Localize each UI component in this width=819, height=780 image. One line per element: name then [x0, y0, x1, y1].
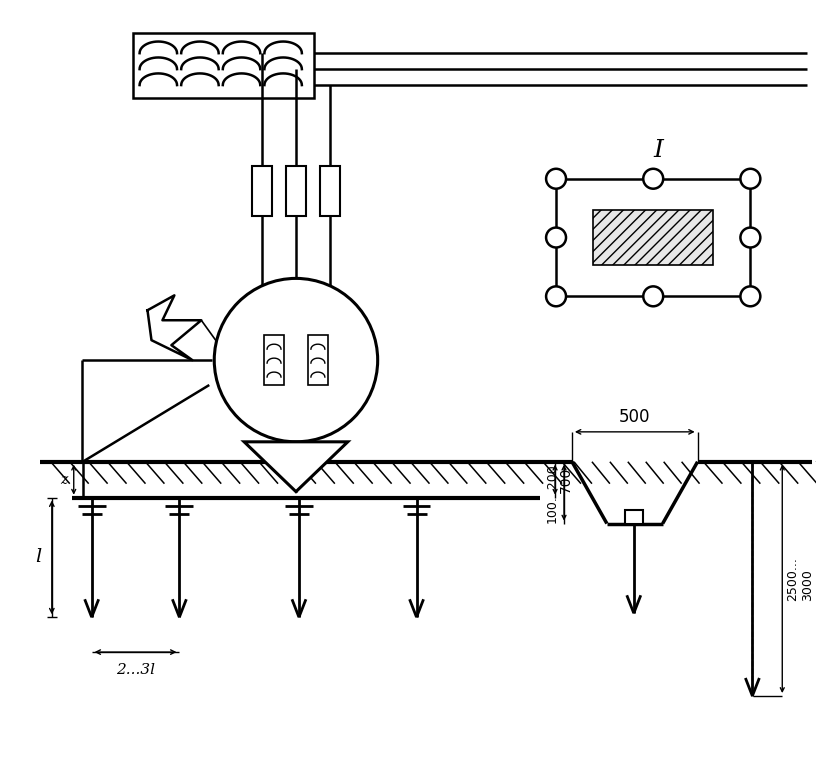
- Text: 700: 700: [559, 466, 573, 493]
- Text: 500: 500: [619, 408, 650, 426]
- Bar: [594, 210, 713, 265]
- Bar: [264, 335, 284, 385]
- Text: l: l: [34, 548, 41, 566]
- Bar: [252, 166, 272, 215]
- Bar: [625, 509, 643, 523]
- Text: 2500...
3000: 2500... 3000: [786, 557, 814, 601]
- Circle shape: [643, 168, 663, 189]
- Text: 100...200: 100...200: [546, 463, 559, 523]
- Circle shape: [546, 286, 566, 307]
- Circle shape: [215, 278, 378, 441]
- Text: I: I: [654, 140, 663, 162]
- Bar: [320, 166, 340, 215]
- Circle shape: [546, 228, 566, 247]
- Circle shape: [643, 286, 663, 307]
- Circle shape: [546, 168, 566, 189]
- Polygon shape: [244, 441, 348, 491]
- Bar: [556, 179, 750, 296]
- Text: z: z: [60, 473, 67, 487]
- Circle shape: [740, 228, 760, 247]
- Circle shape: [740, 286, 760, 307]
- Circle shape: [740, 168, 760, 189]
- Text: 2...3l: 2...3l: [116, 663, 155, 677]
- Bar: [308, 335, 328, 385]
- Bar: [133, 34, 314, 98]
- Bar: [286, 166, 306, 215]
